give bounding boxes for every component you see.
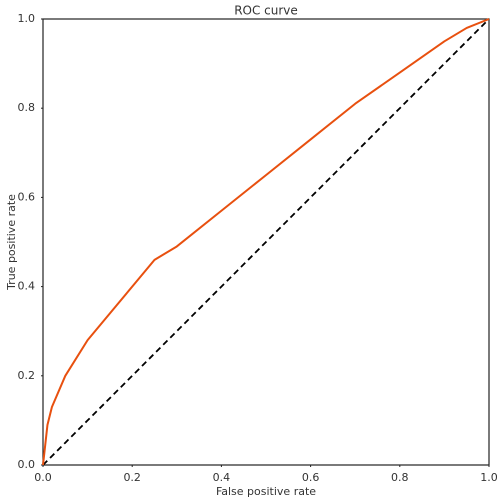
x-tick-label: 0.6 xyxy=(302,471,320,484)
y-tick-label: 0.8 xyxy=(18,101,36,114)
line-series xyxy=(42,18,490,466)
y-axis-label: True positive rate xyxy=(5,194,18,291)
x-tick-label: 1.0 xyxy=(480,471,498,484)
y-tick-label: 0.4 xyxy=(18,280,36,293)
plot-frame xyxy=(42,18,490,466)
y-tick-label: 0.6 xyxy=(18,190,36,203)
line-series xyxy=(42,18,490,466)
y-tick-label: 1.0 xyxy=(18,12,36,25)
y-tick-label: 0.0 xyxy=(18,458,36,471)
x-axis-label: False positive rate xyxy=(216,485,316,498)
chart-title: ROC curve xyxy=(234,4,298,18)
x-tick-label: 0.8 xyxy=(391,471,409,484)
x-tick-label: 0.4 xyxy=(213,471,231,484)
x-tick-label: 0.0 xyxy=(34,471,52,484)
y-tick-label: 0.2 xyxy=(18,369,36,382)
x-tick-label: 0.2 xyxy=(123,471,141,484)
